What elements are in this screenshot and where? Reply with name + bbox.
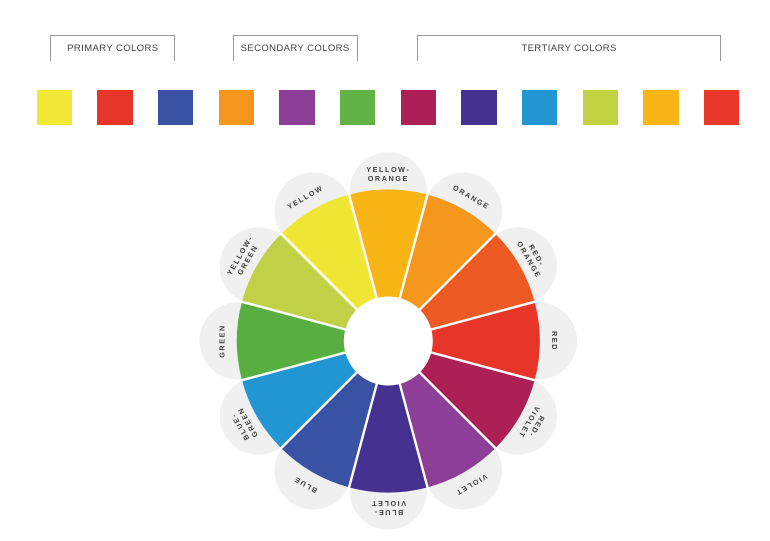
svg-text:VIOLET: VIOLET bbox=[371, 499, 407, 508]
svg-text:YELLOW-: YELLOW- bbox=[366, 165, 410, 174]
svg-text:GREEN: GREEN bbox=[218, 324, 227, 358]
svg-text:RED: RED bbox=[550, 331, 559, 351]
svg-text:BLUE-: BLUE- bbox=[373, 508, 403, 517]
svg-text:ORANGE: ORANGE bbox=[368, 174, 409, 183]
